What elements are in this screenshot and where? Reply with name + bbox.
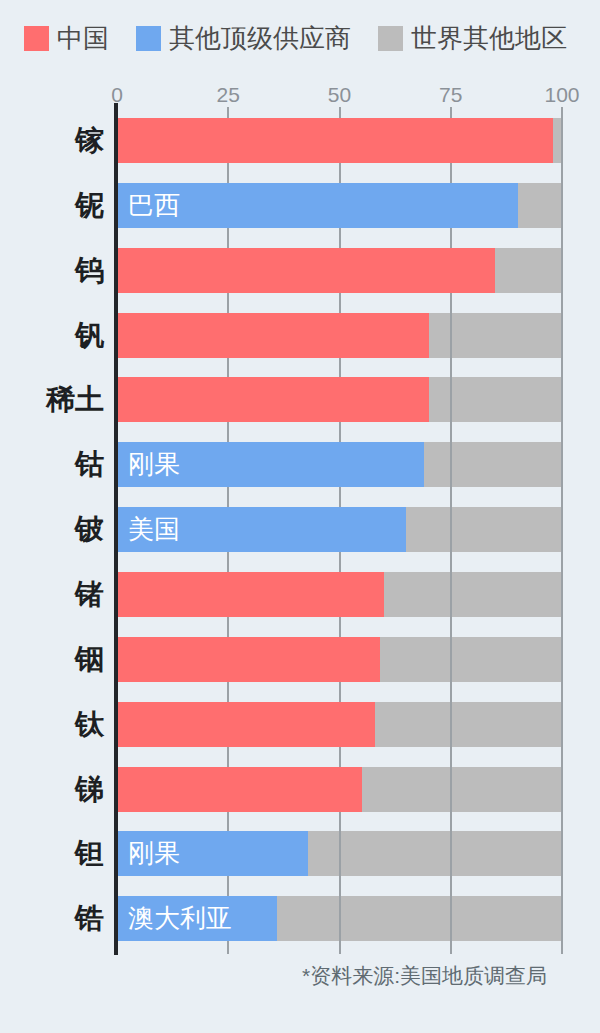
- category-label: 锆: [0, 896, 104, 941]
- rest-of-world-track: [117, 572, 562, 617]
- legend-label: 其他顶级供应商: [169, 21, 351, 56]
- rest-of-world-track: 美国: [117, 507, 562, 552]
- gridline: [561, 107, 563, 954]
- rest-of-world-track: 巴西: [117, 183, 562, 228]
- rest-of-world-track: [117, 767, 562, 812]
- bar-row: 铟: [0, 637, 600, 682]
- x-tick-label: 25: [217, 83, 240, 107]
- category-label: 锗: [0, 572, 104, 617]
- gridline: [450, 107, 452, 954]
- legend-item-china: 中国: [24, 21, 109, 56]
- top-supplier-bar: 澳大利亚: [117, 896, 277, 941]
- china-bar: [117, 313, 429, 358]
- china-bar: [117, 248, 495, 293]
- category-label: 锑: [0, 767, 104, 812]
- china-bar: [117, 767, 362, 812]
- bar-row: 钛: [0, 702, 600, 747]
- china-swatch-icon: [24, 26, 49, 51]
- rest-of-world-swatch-icon: [378, 26, 403, 51]
- source-note: *资料来源:美国地质调查局: [302, 962, 547, 990]
- legend-item-rest-of-world: 世界其他地区: [378, 21, 567, 56]
- rest-of-world-track: [117, 313, 562, 358]
- category-label: 稀土: [0, 377, 104, 422]
- bar-row: 钽刚果: [0, 831, 600, 876]
- category-label: 钛: [0, 702, 104, 747]
- china-bar: [117, 637, 380, 682]
- china-bar: [117, 702, 375, 747]
- supplier-name-label: 巴西: [117, 188, 180, 223]
- category-label: 镓: [0, 118, 104, 163]
- bar-row: 稀土: [0, 377, 600, 422]
- category-label: 铌: [0, 183, 104, 228]
- rest-of-world-track: [117, 377, 562, 422]
- bar-row: 钴刚果: [0, 442, 600, 487]
- supplier-name-label: 刚果: [117, 836, 180, 871]
- top-supplier-bar: 美国: [117, 507, 406, 552]
- category-label: 铟: [0, 637, 104, 682]
- rest-of-world-track: [117, 702, 562, 747]
- legend-label: 中国: [57, 21, 109, 56]
- china-bar: [117, 572, 384, 617]
- bar-row: 锑: [0, 767, 600, 812]
- plot-rows: 镓铌巴西钨钒稀土钴刚果铍美国锗铟钛锑钽刚果锆澳大利亚: [0, 118, 600, 942]
- legend-label: 世界其他地区: [411, 21, 567, 56]
- china-bar: [117, 377, 429, 422]
- bar-row: 钒: [0, 313, 600, 358]
- other-suppliers-swatch-icon: [136, 26, 161, 51]
- bar-row: 锆澳大利亚: [0, 896, 600, 941]
- supplier-name-label: 刚果: [117, 447, 180, 482]
- x-tick-label: 75: [439, 83, 462, 107]
- category-label: 钽: [0, 831, 104, 876]
- top-supplier-bar: 巴西: [117, 183, 518, 228]
- rest-of-world-track: [117, 248, 562, 293]
- legend: 中国 其他顶级供应商 世界其他地区: [24, 21, 567, 56]
- rest-of-world-track: 刚果: [117, 442, 562, 487]
- x-tick-label: 50: [328, 83, 351, 107]
- category-label: 钨: [0, 248, 104, 293]
- category-label: 钴: [0, 442, 104, 487]
- china-bar: [117, 118, 553, 163]
- x-tick-label: 100: [544, 83, 579, 107]
- rest-of-world-track: [117, 637, 562, 682]
- supplier-name-label: 美国: [117, 512, 180, 547]
- chart-root: 中国 其他顶级供应商 世界其他地区 0255075100 镓铌巴西钨钒稀土钴刚果…: [0, 0, 600, 1033]
- category-label: 铍: [0, 507, 104, 552]
- rest-of-world-track: [117, 118, 562, 163]
- supplier-name-label: 澳大利亚: [117, 901, 232, 936]
- bar-row: 锗: [0, 572, 600, 617]
- top-supplier-bar: 刚果: [117, 442, 424, 487]
- y-axis-baseline: [114, 103, 118, 955]
- category-label: 钒: [0, 313, 104, 358]
- bar-row: 铍美国: [0, 507, 600, 552]
- legend-item-other-suppliers: 其他顶级供应商: [136, 21, 351, 56]
- bar-row: 钨: [0, 248, 600, 293]
- bar-row: 镓: [0, 118, 600, 163]
- top-supplier-bar: 刚果: [117, 831, 308, 876]
- bar-row: 铌巴西: [0, 183, 600, 228]
